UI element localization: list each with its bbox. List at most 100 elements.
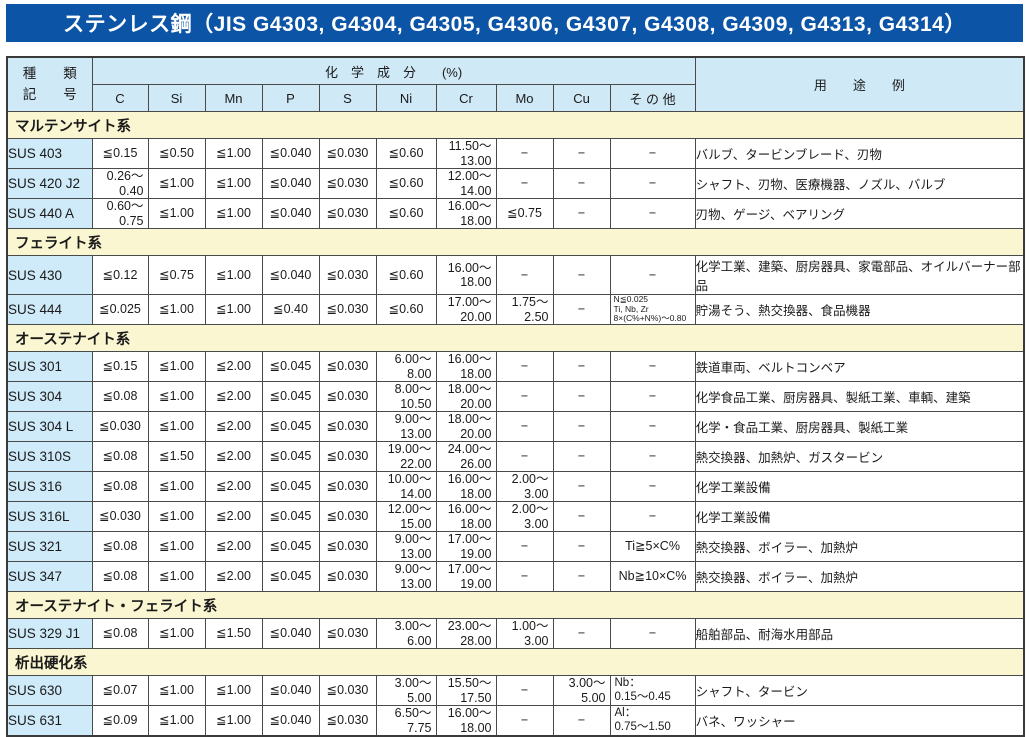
page-title: ステンレス鋼（JIS G4303, G4304, G4305, G4306, G… bbox=[6, 4, 1023, 42]
cell-other: N≦0.025 Ti, Nb, Zr 8×(C%+N%)～0.80 bbox=[609, 294, 696, 325]
section-row: オーステナイト系 bbox=[6, 324, 1025, 352]
cell-p: ≦0.040 bbox=[261, 255, 320, 295]
cell-cu: − bbox=[552, 294, 611, 325]
cell-cu: − bbox=[552, 501, 611, 532]
cell-cr: 24.00～ 26.00 bbox=[435, 441, 497, 472]
section-label: フェライト系 bbox=[6, 228, 1025, 256]
cell-usage: バネ、ワッシャー bbox=[694, 705, 1025, 737]
table-header: 種 類 記 号 化 学 成 分 (%) 用 途 例 C Si Mn P S Ni… bbox=[6, 56, 1025, 112]
cell-p: ≦0.040 bbox=[261, 198, 320, 229]
cell-other: − bbox=[609, 618, 696, 649]
table-row: SUS 301 ≦0.15 ≦1.00 ≦2.00 ≦0.045 ≦0.030 6.00～ … bbox=[6, 351, 1025, 382]
cell-c: ≦0.030 bbox=[91, 411, 149, 442]
table-row: SUS 347 ≦0.08 ≦1.00 ≦2.00 ≦0.045 ≦0.030 9.00～ … bbox=[6, 561, 1025, 592]
header-usage: 用 途 例 bbox=[694, 56, 1025, 112]
cell-cr: 16.00～ 18.00 bbox=[435, 471, 497, 502]
cell-mn: ≦1.00 bbox=[204, 255, 263, 295]
table-row: SUS 321 ≦0.08 ≦1.00 ≦2.00 ≦0.045 ≦0.030 9.00～ … bbox=[6, 531, 1025, 562]
cell-p: ≦0.040 bbox=[261, 675, 320, 706]
cell-grade: SUS 630 bbox=[6, 675, 93, 706]
cell-mo: ≦0.75 bbox=[495, 198, 554, 229]
cell-usage: 貯湯そう、熱交換器、食品機器 bbox=[694, 294, 1025, 325]
cell-mo: − bbox=[495, 381, 554, 412]
table-row: SUS 316 ≦0.08 ≦1.00 ≦2.00 ≦0.045 ≦0.030 10.00～… bbox=[6, 471, 1025, 502]
cell-other: − bbox=[609, 381, 696, 412]
cell-s: ≦0.030 bbox=[318, 471, 377, 502]
cell-grade: SUS 329 J1 bbox=[6, 618, 93, 649]
table-row: SUS 310S ≦0.08 ≦1.50 ≦2.00 ≦0.045 ≦0.030 19.00… bbox=[6, 441, 1025, 472]
cell-s: ≦0.030 bbox=[318, 531, 377, 562]
header-symbol-label: 記 号 bbox=[22, 86, 77, 102]
cell-mo: − bbox=[495, 168, 554, 199]
section-label: 析出硬化系 bbox=[6, 648, 1025, 676]
cell-s: ≦0.030 bbox=[318, 618, 377, 649]
cell-other: − bbox=[609, 471, 696, 502]
cell-ni: ≦0.60 bbox=[375, 168, 437, 199]
cell-cu: − bbox=[552, 705, 611, 737]
cell-s: ≦0.030 bbox=[318, 381, 377, 412]
cell-c: 0.26～ 0.40 bbox=[91, 168, 149, 199]
cell-usage: 熱交換器、ボイラー、加熱炉 bbox=[694, 561, 1025, 592]
cell-grade: SUS 444 bbox=[6, 294, 93, 325]
cell-si: ≦1.00 bbox=[147, 561, 206, 592]
header-chem-group: 化 学 成 分 (%) bbox=[91, 56, 696, 85]
cell-cr: 11.50～ 13.00 bbox=[435, 138, 497, 169]
cell-ni: ≦0.60 bbox=[375, 255, 437, 295]
cell-cr: 16.00～ 18.00 bbox=[435, 198, 497, 229]
table-row: SUS 420 J2 0.26～ 0.40 ≦1.00 ≦1.00 ≦0.040 ≦0.0… bbox=[6, 168, 1025, 199]
cell-mo: − bbox=[495, 351, 554, 382]
cell-ni: 9.00～ 13.00 bbox=[375, 411, 437, 442]
cell-mn: ≦2.00 bbox=[204, 441, 263, 472]
cell-p: ≦0.045 bbox=[261, 411, 320, 442]
cell-other: − bbox=[609, 501, 696, 532]
cell-p: ≦0.040 bbox=[261, 705, 320, 737]
cell-mn: ≦2.00 bbox=[204, 381, 263, 412]
cell-ni: ≦0.60 bbox=[375, 138, 437, 169]
cell-si: ≦1.00 bbox=[147, 531, 206, 562]
cell-s: ≦0.030 bbox=[318, 441, 377, 472]
header-element-cu: Cu bbox=[552, 84, 611, 112]
cell-si: ≦0.75 bbox=[147, 255, 206, 295]
header-element-c: C bbox=[91, 84, 149, 112]
cell-usage: バルブ、タービンブレード、刃物 bbox=[694, 138, 1025, 169]
header-row-elements: C Si Mn P S Ni Cr Mo Cu そ の 他 bbox=[7, 84, 1024, 112]
page-title-text: ステンレス鋼（JIS G4303, G4304, G4305, G4306, G… bbox=[63, 13, 966, 36]
table-row: SUS 444 ≦0.025 ≦1.00 ≦1.00 ≦0.40 ≦0.030 ≦0.60 1… bbox=[6, 294, 1025, 325]
cell-s: ≦0.030 bbox=[318, 255, 377, 295]
cell-mn: ≦2.00 bbox=[204, 531, 263, 562]
table-body: マルテンサイト系 SUS 403 ≦0.15 ≦0.50 ≦1.00 ≦0.040 ≦0.0… bbox=[6, 111, 1025, 737]
cell-other: − bbox=[609, 441, 696, 472]
cell-mo: − bbox=[495, 138, 554, 169]
cell-grade: SUS 403 bbox=[6, 138, 93, 169]
cell-other: − bbox=[609, 351, 696, 382]
cell-c: ≦0.12 bbox=[91, 255, 149, 295]
cell-c: 0.60～ 0.75 bbox=[91, 198, 149, 229]
table-row: SUS 631 ≦0.09 ≦1.00 ≦1.00 ≦0.040 ≦0.030 6.50～ … bbox=[6, 705, 1025, 737]
cell-cr: 18.00～ 20.00 bbox=[435, 381, 497, 412]
cell-cu: − bbox=[552, 198, 611, 229]
cell-c: ≦0.15 bbox=[91, 351, 149, 382]
section-label: オーステナイト・フェライト系 bbox=[6, 591, 1025, 619]
section-row: 析出硬化系 bbox=[6, 648, 1025, 676]
cell-usage: 化学食品工業、厨房器具、製紙工業、車輌、建築 bbox=[694, 381, 1025, 412]
cell-other: − bbox=[609, 138, 696, 169]
cell-ni: 9.00～ 13.00 bbox=[375, 531, 437, 562]
header-element-cr: Cr bbox=[435, 84, 497, 112]
cell-usage: 船舶部品、耐海水用部品 bbox=[694, 618, 1025, 649]
cell-grade: SUS 316 bbox=[6, 471, 93, 502]
cell-p: ≦0.040 bbox=[261, 168, 320, 199]
cell-si: ≦1.00 bbox=[147, 294, 206, 325]
cell-mn: ≦1.00 bbox=[204, 675, 263, 706]
cell-grade: SUS 301 bbox=[6, 351, 93, 382]
cell-other: − bbox=[609, 411, 696, 442]
cell-cu: − bbox=[552, 561, 611, 592]
cell-ni: 6.00～ 8.00 bbox=[375, 351, 437, 382]
cell-mo: − bbox=[495, 411, 554, 442]
cell-other: − bbox=[609, 255, 696, 295]
cell-cu: − bbox=[552, 351, 611, 382]
cell-cu: − bbox=[552, 411, 611, 442]
cell-c: ≦0.08 bbox=[91, 381, 149, 412]
cell-mo: − bbox=[495, 561, 554, 592]
cell-usage: 熱交換器、ボイラー、加熱炉 bbox=[694, 531, 1025, 562]
cell-usage: 化学工業設備 bbox=[694, 501, 1025, 532]
